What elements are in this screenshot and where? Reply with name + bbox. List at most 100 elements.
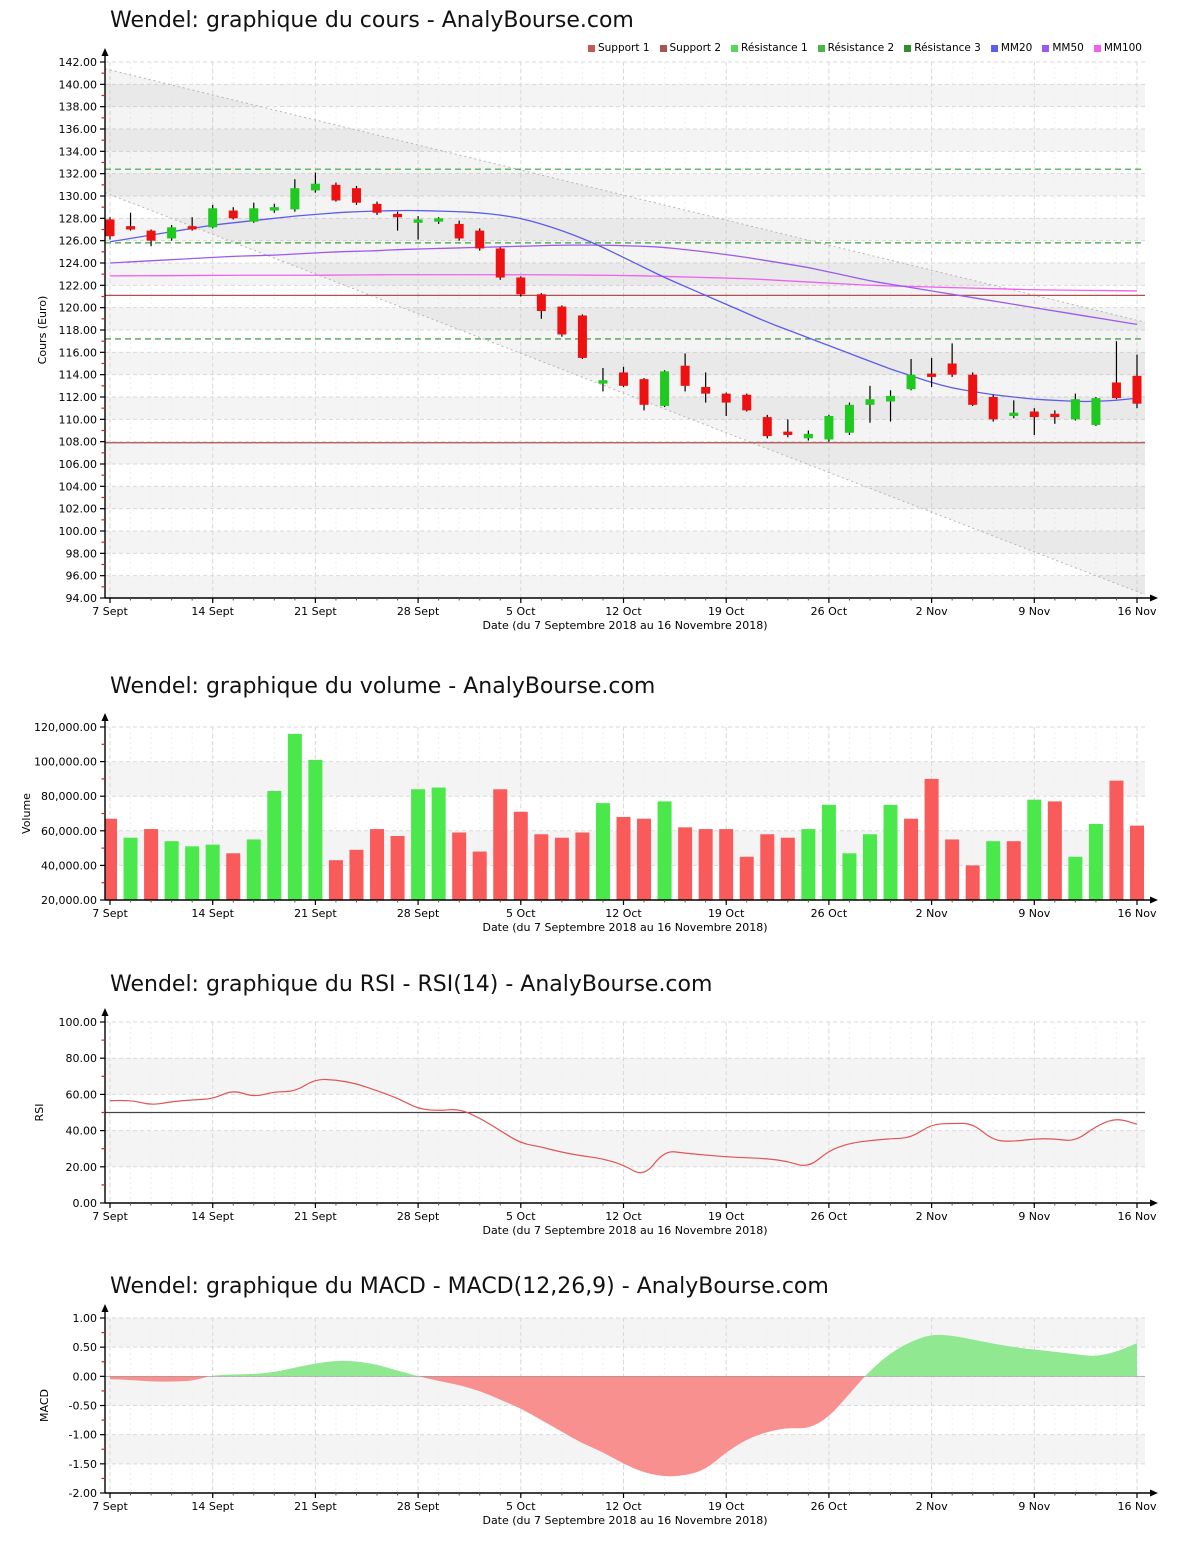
svg-text:0.00: 0.00	[73, 1197, 98, 1210]
svg-text:Volume: Volume	[20, 793, 33, 834]
svg-text:138.00: 138.00	[59, 101, 98, 114]
svg-text:128.00: 128.00	[59, 212, 98, 225]
legend-swatch	[990, 44, 998, 52]
svg-text:80.00: 80.00	[66, 1052, 98, 1065]
legend-label: MM100	[1103, 42, 1142, 54]
svg-text:40,000.00: 40,000.00	[41, 859, 97, 872]
svg-text:124.00: 124.00	[59, 257, 98, 270]
svg-text:28 Sept: 28 Sept	[397, 605, 440, 618]
svg-text:5 Oct: 5 Oct	[506, 1500, 536, 1513]
svg-text:7 Sept: 7 Sept	[92, 1210, 128, 1223]
svg-text:106.00: 106.00	[59, 458, 98, 471]
svg-text:20.00: 20.00	[66, 1161, 98, 1174]
svg-text:14 Sept: 14 Sept	[191, 1210, 234, 1223]
svg-text:-0.50: -0.50	[69, 1400, 97, 1413]
legend-item: MM50	[1042, 42, 1084, 54]
price-chart-legend: Support 1 Support 2 Résistance 1 Résistance…	[420, 42, 1142, 54]
svg-text:16 Nov: 16 Nov	[1118, 605, 1157, 618]
svg-text:5 Oct: 5 Oct	[506, 605, 536, 618]
svg-text:112.00: 112.00	[59, 391, 98, 404]
svg-text:19 Oct: 19 Oct	[708, 907, 745, 920]
svg-text:12 Oct: 12 Oct	[605, 907, 642, 920]
svg-text:142.00: 142.00	[59, 56, 98, 69]
legend-swatch	[1042, 44, 1050, 52]
legend-label: Résistance 2	[827, 42, 895, 54]
svg-text:122.00: 122.00	[59, 279, 98, 292]
svg-text:12 Oct: 12 Oct	[605, 1500, 642, 1513]
svg-text:7 Sept: 7 Sept	[92, 907, 128, 920]
legend-label: Support 2	[669, 42, 722, 54]
svg-text:-1.50: -1.50	[69, 1458, 97, 1471]
svg-text:19 Oct: 19 Oct	[708, 1210, 745, 1223]
svg-text:7 Sept: 7 Sept	[92, 605, 128, 618]
svg-text:98.00: 98.00	[66, 547, 98, 560]
svg-text:130.00: 130.00	[59, 190, 98, 203]
svg-text:114.00: 114.00	[59, 369, 98, 382]
svg-text:RSI: RSI	[33, 1104, 46, 1122]
svg-text:MACD: MACD	[38, 1389, 51, 1422]
svg-text:14 Sept: 14 Sept	[191, 1500, 234, 1513]
svg-text:Date (du 7 Septembre 2018 au 1: Date (du 7 Septembre 2018 au 16 Novembre…	[482, 619, 767, 632]
legend-label: Support 1	[597, 42, 650, 54]
svg-text:120.00: 120.00	[59, 302, 98, 315]
svg-text:60,000.00: 60,000.00	[41, 825, 97, 838]
legend-swatch	[817, 44, 825, 52]
svg-text:21 Sept: 21 Sept	[294, 1210, 337, 1223]
svg-text:12 Oct: 12 Oct	[605, 1210, 642, 1223]
svg-text:28 Sept: 28 Sept	[397, 1500, 440, 1513]
svg-text:120,000.00: 120,000.00	[34, 721, 97, 734]
svg-text:118.00: 118.00	[59, 324, 98, 337]
svg-text:Date (du 7 Septembre 2018 au 1: Date (du 7 Septembre 2018 au 16 Novembre…	[482, 1224, 767, 1237]
svg-text:0.50: 0.50	[73, 1341, 98, 1354]
svg-text:132.00: 132.00	[59, 168, 98, 181]
legend-label: Résistance 1	[741, 42, 808, 54]
legend-label: MM50	[1052, 42, 1084, 54]
svg-text:100,000.00: 100,000.00	[34, 756, 97, 769]
svg-text:140.00: 140.00	[59, 78, 98, 91]
legend-swatch	[1093, 44, 1101, 52]
svg-text:16 Nov: 16 Nov	[1118, 907, 1157, 920]
svg-text:108.00: 108.00	[59, 436, 98, 449]
legend-swatch	[904, 44, 912, 52]
volume-chart: 120,000.00 100,000.00 80,000.00 60,000.00 40…	[20, 713, 1158, 934]
svg-text:102.00: 102.00	[59, 503, 98, 516]
svg-text:5 Oct: 5 Oct	[506, 907, 536, 920]
svg-text:26 Oct: 26 Oct	[811, 1500, 848, 1513]
svg-text:96.00: 96.00	[66, 570, 98, 583]
svg-text:136.00: 136.00	[59, 123, 98, 136]
svg-text:9 Nov: 9 Nov	[1018, 1500, 1050, 1513]
svg-text:16 Nov: 16 Nov	[1118, 1500, 1157, 1513]
svg-text:Date (du 7 Septembre 2018 au 1: Date (du 7 Septembre 2018 au 16 Novembre…	[482, 921, 767, 934]
legend-swatch	[731, 44, 739, 52]
svg-text:-2.00: -2.00	[69, 1487, 97, 1500]
svg-text:28 Sept: 28 Sept	[397, 907, 440, 920]
legend-item: Support 1	[587, 42, 650, 54]
legend-item: Résistance 3	[904, 42, 981, 54]
svg-text:26 Oct: 26 Oct	[811, 907, 848, 920]
svg-text:28 Sept: 28 Sept	[397, 1210, 440, 1223]
svg-text:21 Sept: 21 Sept	[294, 1500, 337, 1513]
svg-text:100.00: 100.00	[59, 1016, 98, 1029]
svg-text:134.00: 134.00	[59, 145, 98, 158]
svg-text:60.00: 60.00	[66, 1088, 98, 1101]
legend-label: Résistance 3	[914, 42, 981, 54]
svg-text:16 Nov: 16 Nov	[1118, 1210, 1157, 1223]
svg-text:0.00: 0.00	[73, 1370, 98, 1383]
svg-text:19 Oct: 19 Oct	[708, 1500, 745, 1513]
svg-text:9 Nov: 9 Nov	[1018, 907, 1050, 920]
legend-item: MM20	[990, 42, 1033, 54]
svg-text:14 Sept: 14 Sept	[191, 907, 234, 920]
svg-text:2 Nov: 2 Nov	[916, 1500, 948, 1513]
legend-swatch	[587, 44, 595, 52]
svg-text:9 Nov: 9 Nov	[1018, 605, 1050, 618]
svg-text:26 Oct: 26 Oct	[811, 1210, 848, 1223]
legend-label: MM20	[1000, 42, 1033, 54]
svg-text:2 Nov: 2 Nov	[916, 907, 948, 920]
svg-text:80,000.00: 80,000.00	[41, 790, 97, 803]
legend-item: Support 2	[659, 42, 722, 54]
rsi-chart-title: Wendel: graphique du RSI - RSI(14) - Ana…	[110, 972, 713, 997]
price-chart-title: Wendel: graphique du cours - AnalyBourse…	[110, 8, 634, 33]
volume-chart-title: Wendel: graphique du volume - AnalyBours…	[110, 674, 656, 699]
